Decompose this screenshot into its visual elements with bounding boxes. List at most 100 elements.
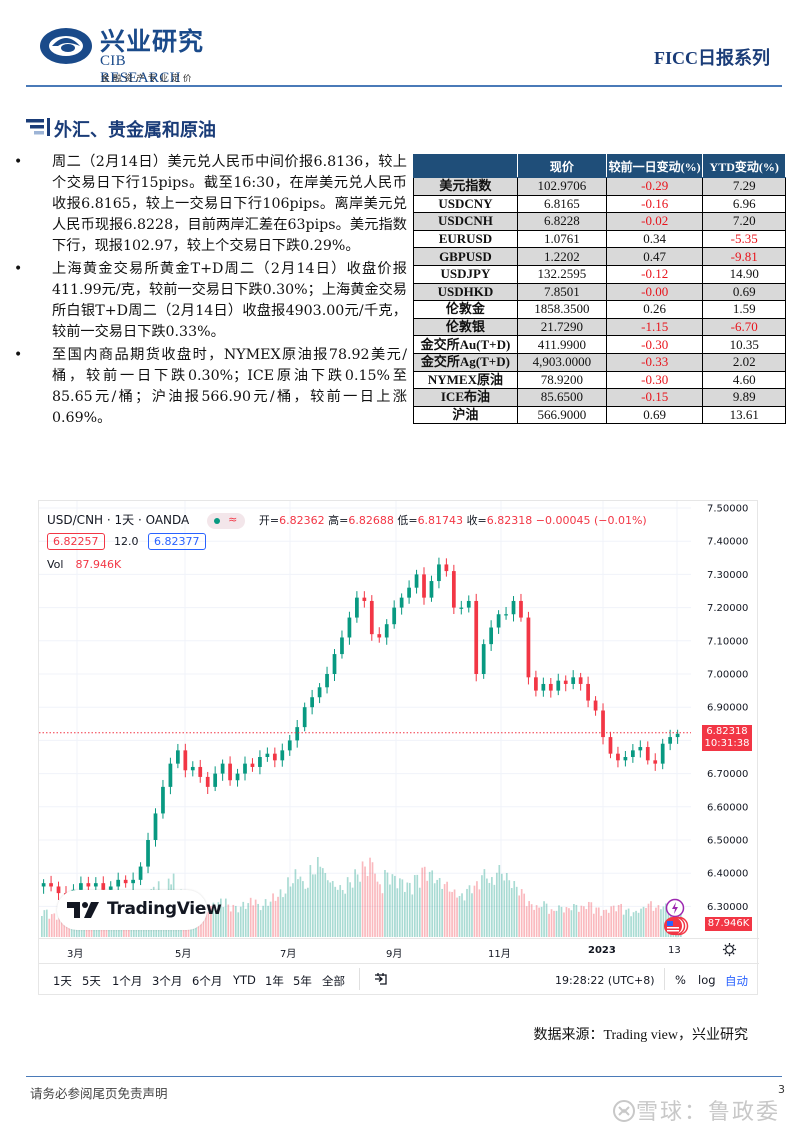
range-all-button[interactable]: 全部 [322, 974, 345, 988]
day-change: -0.15 [605, 388, 704, 407]
range-6m-button[interactable]: 6个月 [192, 974, 223, 988]
last-price-value: 6.82318 [706, 726, 748, 737]
day-change: 0.34 [605, 229, 704, 249]
time-tick: 7月 [280, 949, 297, 960]
ohlc-values: 开=6.82362 高=6.82688 低=6.81743 收=6.82318 … [259, 514, 647, 527]
table-header-row: 现价 较前一日变动(%) YTD变动(%) [413, 154, 786, 178]
svg-text:6.70000: 6.70000 [707, 769, 748, 780]
range-5y-button[interactable]: 5年 [293, 974, 312, 988]
instrument-name: 金交所Ag(T+D) [413, 352, 518, 372]
buy-price-button[interactable]: 6.82377 [148, 533, 206, 550]
svg-text:7.20000: 7.20000 [707, 603, 748, 614]
instrument-name: 金交所Au(T+D) [413, 335, 518, 354]
svg-text:6.40000: 6.40000 [707, 869, 748, 880]
market-summary-table: 现价 较前一日变动(%) YTD变动(%) 美元指数 102.9706 -0.29 7… [413, 154, 786, 425]
svg-text:7.00000: 7.00000 [707, 670, 748, 681]
table-row: 伦敦银 21.7290 -1.15 -6.70 [413, 317, 786, 337]
range-ytd-button[interactable]: YTD [233, 973, 256, 987]
open-label: 开= [258, 514, 280, 527]
us-flag-events-icon[interactable] [663, 916, 689, 936]
bullet-text: 周二（2月14日）美元兑人民币中间价报6.8136，较上个交易日下行15pips… [52, 154, 407, 254]
xueqiu-watermark: 雪球：鲁政委 [612, 1094, 780, 1126]
table-row: 伦敦金 1858.3500 0.26 1.59 [413, 300, 786, 319]
instrument-name: USDHKD [413, 282, 518, 302]
range-1d-button[interactable]: 1天 [53, 974, 72, 988]
instrument-name: USDJPY [413, 264, 518, 284]
chart-symbol: USD/CNH · 1天 · OANDA [47, 513, 190, 527]
ytd-change: 4.60 [702, 370, 786, 390]
range-3m-button[interactable]: 3个月 [152, 974, 183, 988]
xueqiu-logo-icon [613, 1100, 635, 1122]
table-row: ICE布油 85.6500 -0.15 9.89 [413, 388, 786, 407]
instrument-name: 伦敦金 [413, 300, 518, 319]
day-change: -0.12 [605, 264, 704, 284]
day-change: -1.15 [605, 317, 704, 337]
current-price: 1.0761 [516, 229, 607, 249]
approx-icon: ≈ [228, 512, 238, 526]
column-header-day-change: 较前一日变动(%) [605, 154, 704, 178]
spread-value: 12.0 [114, 535, 139, 548]
percent-scale-toggle[interactable]: % [675, 973, 686, 987]
day-change: -0.30 [605, 370, 704, 390]
ytd-change: 9.89 [702, 388, 786, 407]
bullet-text: 至国内商品期货收盘时，NYMEX原油报78.92美元/桶，较前一日下跌0.30%… [52, 347, 407, 426]
current-price: 6.8165 [516, 194, 607, 214]
day-change: 0.47 [605, 247, 704, 266]
auto-scale-toggle[interactable]: 自动 [725, 974, 748, 988]
ytd-change: 13.61 [702, 405, 786, 425]
open-value: 6.82362 [279, 514, 325, 527]
svg-text:6.50000: 6.50000 [707, 836, 748, 847]
day-change: -0.30 [605, 335, 704, 354]
log-scale-toggle[interactable]: log [698, 973, 716, 987]
time-tick: 13 [668, 945, 681, 956]
low-value: 6.81743 [417, 514, 464, 527]
volume-label: Vol [47, 558, 64, 571]
instrument-name: GBPUSD [413, 247, 518, 266]
day-change: -0.29 [605, 177, 704, 196]
chart-clock[interactable]: 19:28:22 (UTC+8) [555, 974, 655, 987]
ytd-change: -5.35 [702, 229, 786, 249]
svg-text:7.10000: 7.10000 [707, 636, 748, 647]
cib-logo-icon [40, 28, 92, 64]
time-axis[interactable]: 3月 5月 7月 9月 11月 2023 13 [39, 938, 759, 961]
data-source-note: 数据来源：Trading view，兴业研究 [533, 1028, 748, 1043]
close-value: 6.82318 [486, 514, 533, 527]
range-1m-button[interactable]: 1个月 [112, 974, 143, 988]
settings-gear-icon[interactable] [722, 942, 737, 957]
market-open-dot-icon [214, 517, 221, 524]
tradingview-watermark: TradingView [57, 890, 222, 930]
bid-ask-row: 6.82257 12.0 6.82377 [47, 533, 206, 550]
instrument-name: 伦敦银 [413, 317, 518, 337]
tradingview-chart[interactable]: 7.50000 7.40000 7.30000 7.20000 7.10000 7.000… [38, 500, 759, 995]
time-tick: 9月 [386, 949, 403, 960]
ytd-change: 1.59 [702, 300, 786, 319]
svg-text:7.40000: 7.40000 [707, 537, 748, 548]
current-price: 102.9706 [516, 177, 607, 196]
range-5d-button[interactable]: 5天 [82, 974, 101, 988]
table-row: 沪油 566.9000 0.69 13.61 [413, 405, 786, 425]
table-row: 美元指数 102.9706 -0.29 7.29 [413, 177, 786, 196]
lightning-event-icon[interactable] [665, 898, 685, 918]
tradingview-logo-icon [67, 902, 99, 918]
time-tick: 5月 [175, 949, 192, 960]
day-change: -0.00 [605, 282, 704, 302]
bullet-dot: • [14, 261, 23, 277]
sell-price-button[interactable]: 6.82257 [47, 533, 105, 550]
market-status-pill[interactable]: ≈ [207, 512, 246, 529]
goto-date-icon[interactable] [373, 972, 389, 987]
candlestick-plot[interactable]: 7.50000 7.40000 7.30000 7.20000 7.10000 7.000… [39, 501, 759, 938]
range-1y-button[interactable]: 1年 [265, 974, 284, 988]
high-value: 6.82688 [348, 514, 394, 527]
disclaimer-link: 请务必参阅尾页免责声明 [30, 1086, 168, 1101]
current-price: 1858.3500 [516, 300, 607, 319]
instrument-name: NYMEX原油 [413, 370, 518, 390]
time-tick-year: 2023 [588, 945, 616, 956]
ytd-change: -6.70 [702, 317, 786, 337]
instrument-name: ICE布油 [413, 388, 518, 407]
section-title: 外汇、贵金属和原油 [54, 120, 216, 141]
watermark-text: 雪球：鲁政委 [636, 1100, 781, 1125]
day-change: 0.69 [605, 405, 704, 425]
table-row: USDJPY 132.2595 -0.12 14.90 [413, 264, 786, 284]
current-price: 1.2202 [516, 247, 607, 266]
current-price: 411.9900 [516, 335, 607, 354]
